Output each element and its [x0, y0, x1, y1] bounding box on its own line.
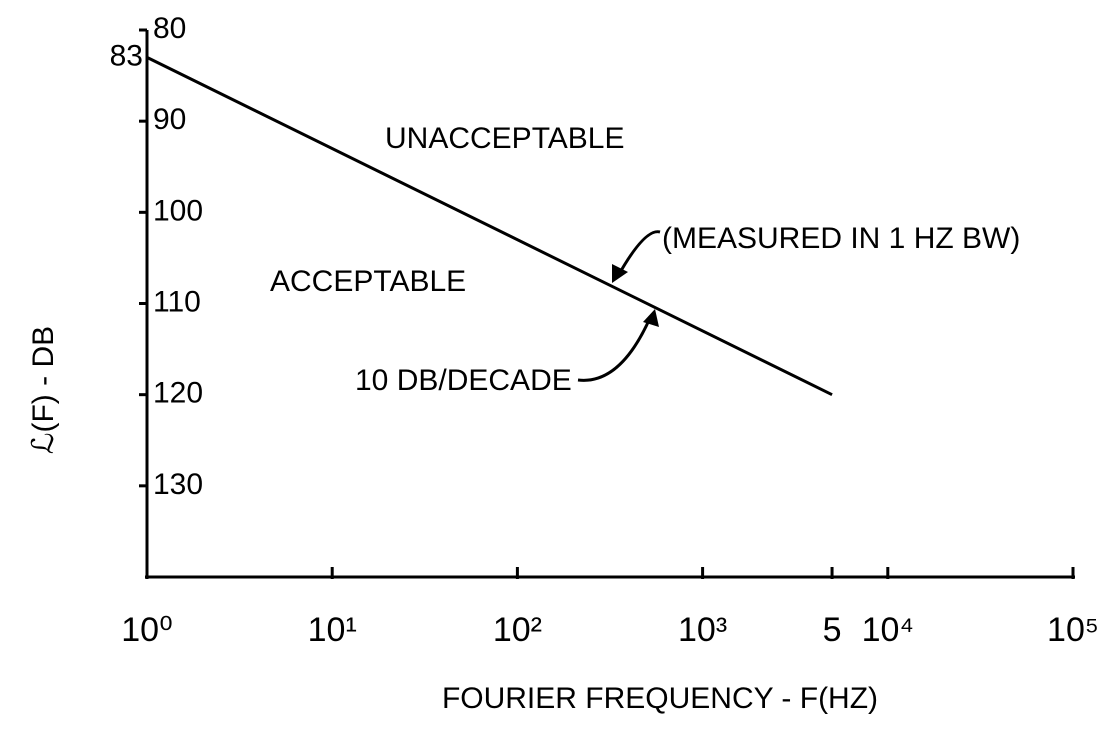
annotation: ACCEPTABLE	[270, 265, 466, 298]
y-tick-label: 110	[153, 285, 201, 318]
x-tick-label: 10¹	[308, 611, 357, 649]
arrow-head	[643, 309, 659, 327]
y-tick-label: 83	[110, 39, 143, 72]
x-tick-label: 10⁵	[1047, 611, 1099, 649]
y-tick-label: 120	[153, 377, 203, 410]
y-tick-label: 80	[153, 12, 186, 45]
x-tick-label: 10³	[678, 611, 727, 649]
y-tick-label: 90	[153, 103, 186, 136]
arrow	[577, 317, 652, 382]
y-axis-label: ℒ(F) - DB	[27, 326, 60, 454]
y-tick-label: 130	[153, 468, 203, 501]
x-tick-label: 10⁴	[862, 611, 914, 649]
annotation: 10 DB/DECADE	[355, 364, 572, 397]
x-tick-label: 10⁰	[121, 611, 172, 649]
annotation: UNACCEPTABLE	[385, 122, 625, 155]
line	[146, 56, 833, 397]
x-tick-label: 10²	[493, 611, 542, 649]
arrow-head	[612, 264, 628, 283]
annotation: (MEASURED IN 1 HZ BW)	[662, 222, 1020, 255]
arrow	[616, 230, 661, 277]
x-tick-label: 5	[823, 611, 842, 649]
y-tick-label: 100	[153, 194, 203, 227]
x-axis-label: FOURIER FREQUENCY - F(HZ)	[442, 682, 878, 715]
